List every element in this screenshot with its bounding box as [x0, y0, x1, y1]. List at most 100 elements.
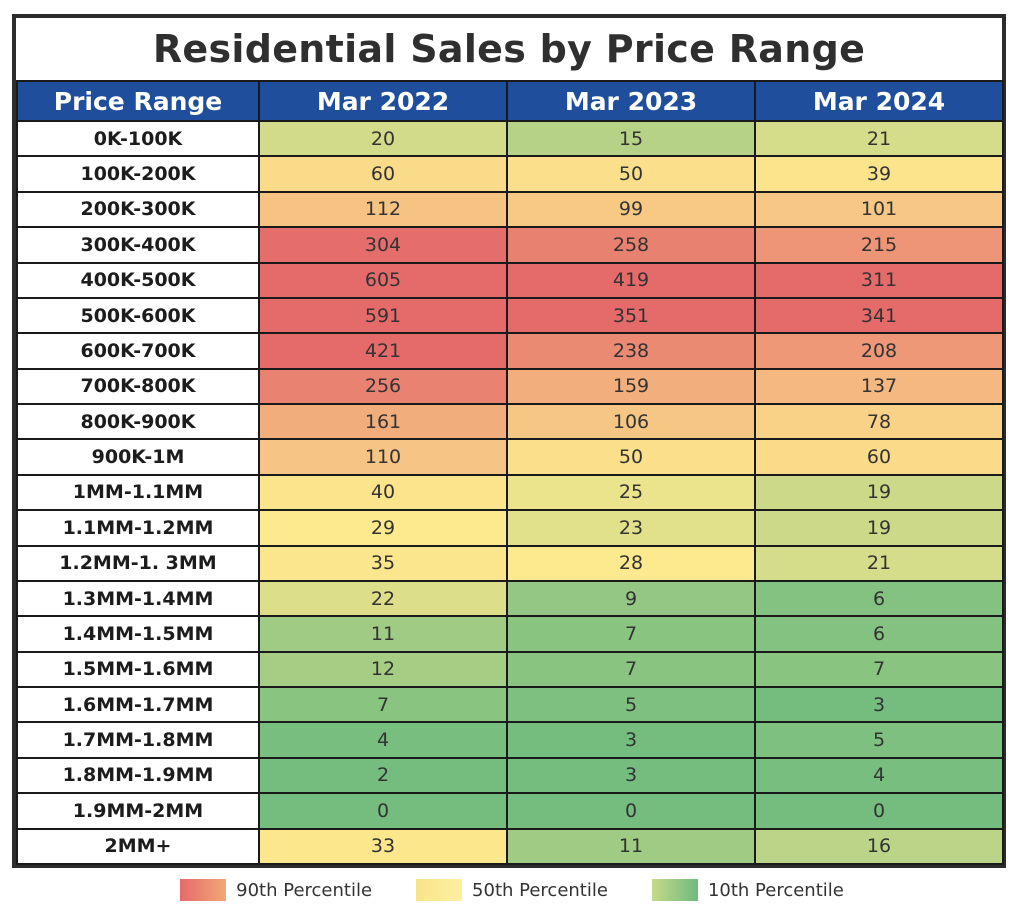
price-range-label: 1.7MM-1.8MM — [16, 721, 260, 759]
table-row: 1.7MM-1.8MM 4 3 5 — [16, 721, 1004, 759]
value-cell: 5 — [506, 685, 756, 724]
table-row: 200K-300K 112 99 101 — [16, 190, 1004, 229]
value-cell: 15 — [506, 119, 756, 158]
value-cell: 256 — [258, 367, 508, 406]
value-cell: 11 — [258, 615, 508, 653]
table-row: 1.2MM-1. 3MM 35 28 21 — [16, 544, 1004, 582]
price-range-label: 500K-600K — [16, 296, 260, 335]
value-cell: 29 — [258, 509, 508, 547]
value-cell: 7 — [506, 650, 756, 689]
table-row: 300K-400K 304 258 215 — [16, 226, 1004, 264]
value-cell: 11 — [506, 827, 756, 865]
legend: 90th Percentile 50th Percentile 10th Per… — [0, 876, 1024, 904]
value-cell: 419 — [506, 261, 756, 299]
value-cell: 112 — [258, 190, 508, 229]
table-row: 1.5MM-1.6MM 12 7 7 — [16, 650, 1004, 689]
value-cell: 0 — [258, 792, 508, 830]
table-row: 1MM-1.1MM 40 25 19 — [16, 473, 1004, 512]
value-cell: 3 — [506, 721, 756, 759]
value-cell: 23 — [506, 509, 756, 547]
value-cell: 21 — [754, 544, 1004, 582]
price-range-label: 600K-700K — [16, 332, 260, 370]
value-cell: 60 — [258, 155, 508, 193]
legend-swatch-50th — [416, 879, 463, 901]
value-cell: 137 — [754, 367, 1004, 406]
value-cell: 12 — [258, 650, 508, 689]
value-cell: 4 — [258, 721, 508, 759]
value-cell: 9 — [506, 579, 756, 618]
header-price-range: Price Range — [16, 80, 260, 122]
value-cell: 238 — [506, 332, 756, 370]
legend-label-50th: 50th Percentile — [472, 879, 608, 901]
value-cell: 50 — [506, 438, 756, 476]
value-cell: 421 — [258, 332, 508, 370]
value-cell: 258 — [506, 226, 756, 264]
value-cell: 50 — [506, 155, 756, 193]
value-cell: 25 — [506, 473, 756, 512]
value-cell: 304 — [258, 226, 508, 264]
value-cell: 7 — [754, 650, 1004, 689]
table-row: 1.3MM-1.4MM 22 9 6 — [16, 579, 1004, 618]
price-range-label: 400K-500K — [16, 261, 260, 299]
value-cell: 161 — [258, 402, 508, 441]
value-cell: 159 — [506, 367, 756, 406]
legend-item-90th: 90th Percentile — [180, 879, 372, 901]
value-cell: 28 — [506, 544, 756, 582]
table-row: 400K-500K 605 419 311 — [16, 261, 1004, 299]
value-cell: 3 — [506, 756, 756, 795]
header-mar-2023: Mar 2023 — [506, 80, 756, 122]
value-cell: 5 — [754, 721, 1004, 759]
price-range-label: 100K-200K — [16, 155, 260, 193]
price-range-label: 200K-300K — [16, 190, 260, 229]
value-cell: 311 — [754, 261, 1004, 299]
value-cell: 6 — [754, 579, 1004, 618]
price-range-label: 1.5MM-1.6MM — [16, 650, 260, 689]
price-range-label: 700K-800K — [16, 367, 260, 406]
value-cell: 0 — [754, 792, 1004, 830]
table-row: 1.8MM-1.9MM 2 3 4 — [16, 756, 1004, 795]
value-cell: 40 — [258, 473, 508, 512]
price-range-label: 1.8MM-1.9MM — [16, 756, 260, 795]
value-cell: 605 — [258, 261, 508, 299]
value-cell: 6 — [754, 615, 1004, 653]
table-row: 1.1MM-1.2MM 29 23 19 — [16, 509, 1004, 547]
table-row: 700K-800K 256 159 137 — [16, 367, 1004, 406]
legend-swatch-90th — [180, 879, 227, 901]
value-cell: 351 — [506, 296, 756, 335]
value-cell: 21 — [754, 119, 1004, 158]
price-range-label: 300K-400K — [16, 226, 260, 264]
value-cell: 3 — [754, 685, 1004, 724]
table-row: 500K-600K 591 351 341 — [16, 296, 1004, 335]
legend-item-10th: 10th Percentile — [651, 879, 844, 901]
value-cell: 39 — [754, 155, 1004, 193]
table-row: 1.4MM-1.5MM 11 7 6 — [16, 615, 1004, 653]
header-mar-2022: Mar 2022 — [258, 80, 508, 122]
value-cell: 99 — [506, 190, 756, 229]
value-cell: 78 — [754, 402, 1004, 441]
price-range-label: 1.4MM-1.5MM — [16, 615, 260, 653]
value-cell: 215 — [754, 226, 1004, 264]
value-cell: 101 — [754, 190, 1004, 229]
value-cell: 4 — [754, 756, 1004, 795]
price-range-label: 1.1MM-1.2MM — [16, 509, 260, 547]
value-cell: 0 — [506, 792, 756, 830]
value-cell: 7 — [506, 615, 756, 653]
table-row: 600K-700K 421 238 208 — [16, 332, 1004, 370]
value-cell: 16 — [754, 827, 1004, 865]
price-range-label: 1.3MM-1.4MM — [16, 579, 260, 618]
price-range-label: 2MM+ — [16, 827, 260, 865]
price-range-label: 900K-1M — [16, 438, 260, 476]
header-mar-2024: Mar 2024 — [754, 80, 1004, 122]
legend-label-10th: 10th Percentile — [707, 879, 844, 901]
table-row: 1.9MM-2MM 0 0 0 — [16, 792, 1004, 830]
header-row: Price Range Mar 2022 Mar 2023 Mar 2024 — [16, 80, 1004, 122]
value-cell: 2 — [258, 756, 508, 795]
price-range-label: 1.6MM-1.7MM — [16, 685, 260, 724]
value-cell: 60 — [754, 438, 1004, 476]
chart-frame: Residential Sales by Price Range Price R… — [12, 14, 1006, 868]
price-range-label: 0K-100K — [16, 119, 260, 158]
value-cell: 35 — [258, 544, 508, 582]
value-cell: 341 — [754, 296, 1004, 335]
chart-title: Residential Sales by Price Range — [152, 27, 866, 71]
value-cell: 33 — [258, 827, 508, 865]
